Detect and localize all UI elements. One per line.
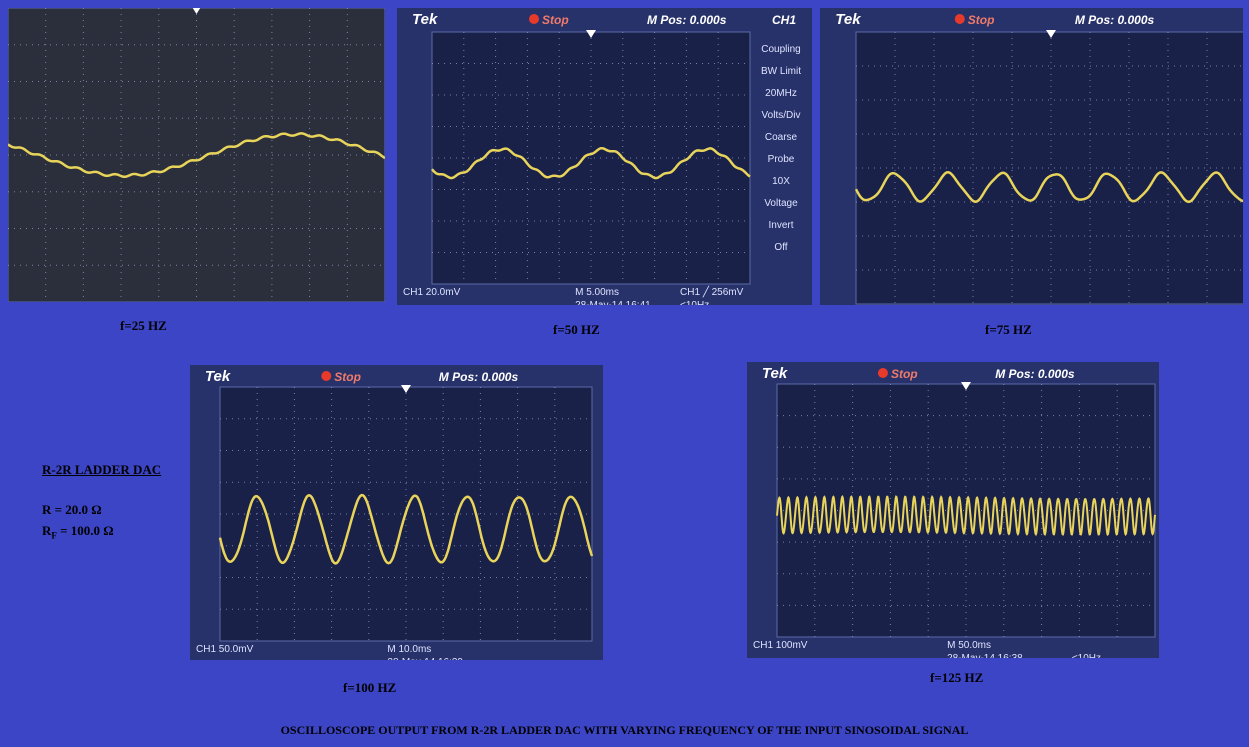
scope-bottom-text: M 10.0ms bbox=[387, 644, 431, 655]
scope-top-text: M Pos: 0.000s bbox=[995, 367, 1075, 381]
scope-menu-text: 10X bbox=[772, 176, 790, 187]
side-note-rf: RF = 100.0 Ω bbox=[42, 523, 114, 541]
scope-top-text: Stop bbox=[334, 370, 361, 384]
caption: f=25 HZ bbox=[120, 318, 167, 334]
scope-top-text: CH1 bbox=[772, 13, 796, 27]
scope-menu-text: Voltage bbox=[764, 198, 798, 209]
scope-top-text: Tek bbox=[205, 368, 231, 385]
rf-symbol: R bbox=[42, 523, 51, 538]
side-note-title: R-2R LADDER DAC bbox=[42, 462, 161, 478]
scope-photo: Tek Stop M Pos: 0.000s CH1 50.0mV M 10.0ms 28… bbox=[190, 365, 603, 660]
scope-menu-text: Coarse bbox=[765, 132, 798, 143]
scope-top-text: M Pos: 0.000s bbox=[647, 13, 727, 27]
scope-menu-text: BW Limit bbox=[761, 66, 801, 77]
scope-bottom-text: CH1 100mV bbox=[753, 640, 808, 651]
scope-menu-text: Invert bbox=[768, 220, 793, 231]
scope-photo bbox=[8, 8, 385, 302]
stop-dot bbox=[529, 14, 539, 24]
scope-bottom-text: 28-May-14 16:41 bbox=[575, 300, 651, 305]
scope-top-text: Tek bbox=[412, 11, 438, 28]
scope-bottom-text: CH1 ╱ 256mV bbox=[680, 285, 744, 298]
stop-dot bbox=[955, 14, 965, 24]
caption: f=100 HZ bbox=[343, 680, 396, 696]
scope-top-text: Tek bbox=[762, 365, 788, 382]
scope-photo: Tek Stop M Pos: 0.000s CH1 Coupling BW Limit 2… bbox=[397, 8, 812, 305]
caption: f=75 HZ bbox=[985, 322, 1032, 338]
scope-top-text: M Pos: 0.000s bbox=[1075, 13, 1155, 27]
side-note-r: R = 20.0 Ω bbox=[42, 502, 102, 518]
scope-bottom-text: CH1 50.0mV bbox=[196, 644, 254, 655]
scope-bottom-text: 28-May-14 16:39 bbox=[387, 657, 463, 660]
scope-bottom-text: M 5.00ms bbox=[575, 287, 619, 298]
caption: f=125 HZ bbox=[930, 670, 983, 686]
scope-menu-text: Off bbox=[774, 242, 787, 253]
footer: OSCILLOSCOPE OUTPUT FROM R-2R LADDER DAC… bbox=[0, 723, 1249, 738]
scope-top-text: Tek bbox=[835, 11, 861, 28]
scope-top-text: Stop bbox=[542, 13, 569, 27]
scope-screen bbox=[8, 8, 385, 302]
scope-menu-text: Coupling bbox=[761, 44, 800, 55]
scope-bottom-text: M 50.0ms bbox=[947, 640, 991, 651]
scope-bottom-text: <10Hz bbox=[680, 300, 709, 305]
stop-dot bbox=[321, 371, 331, 381]
scope-top-text: Stop bbox=[968, 13, 995, 27]
scope-menu-text: Probe bbox=[768, 154, 795, 165]
scope-top-text: M Pos: 0.000s bbox=[439, 370, 519, 384]
scope-menu-text: Volts/Div bbox=[762, 110, 801, 121]
page: R-2R LADDER DAC R = 20.0 Ω RF = 100.0 Ω … bbox=[0, 0, 1249, 747]
scope-bottom-text: CH1 20.0mV bbox=[403, 287, 461, 298]
scope-bottom-text: <10Hz bbox=[1072, 653, 1101, 658]
stop-dot bbox=[878, 368, 888, 378]
caption: f=50 HZ bbox=[553, 322, 600, 338]
scope-menu-text: 20MHz bbox=[765, 88, 797, 99]
scope-photo: Tek Stop M Pos: 0.000s CH1 100mV M 50.0ms 28-… bbox=[747, 362, 1159, 658]
scope-photo: Tek Stop M Pos: 0.000s bbox=[820, 8, 1243, 305]
rf-rest: = 100.0 Ω bbox=[57, 523, 114, 538]
scope-top-text: Stop bbox=[891, 367, 918, 381]
scope-bottom-text: 28-May-14 16:38 bbox=[947, 653, 1023, 658]
scope-screen bbox=[856, 32, 1243, 304]
